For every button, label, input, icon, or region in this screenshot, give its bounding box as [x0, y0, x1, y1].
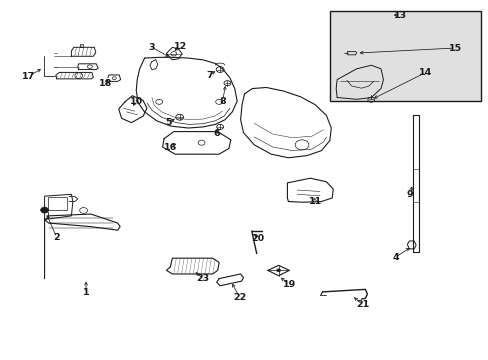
Text: 17: 17 — [22, 72, 36, 81]
Text: 10: 10 — [129, 96, 142, 105]
Text: 19: 19 — [282, 280, 295, 289]
Text: 1: 1 — [82, 288, 89, 297]
Text: 13: 13 — [393, 10, 407, 19]
Text: 5: 5 — [165, 118, 172, 127]
Text: 22: 22 — [232, 293, 246, 302]
Text: 23: 23 — [196, 274, 209, 283]
Text: 21: 21 — [355, 300, 368, 309]
Text: 12: 12 — [173, 42, 186, 51]
Text: 11: 11 — [308, 197, 321, 206]
Circle shape — [41, 207, 48, 213]
Bar — [47, 197, 67, 211]
Text: 14: 14 — [418, 68, 431, 77]
Text: 2: 2 — [53, 233, 60, 242]
Bar — [329, 12, 480, 101]
Text: 9: 9 — [406, 190, 413, 199]
Text: 6: 6 — [212, 129, 219, 138]
Text: 18: 18 — [99, 80, 112, 89]
Text: 15: 15 — [447, 44, 461, 53]
Text: 8: 8 — [219, 96, 225, 105]
Text: 3: 3 — [148, 43, 155, 52]
Text: 20: 20 — [251, 234, 264, 243]
Circle shape — [276, 269, 280, 272]
Text: 16: 16 — [163, 143, 177, 152]
Text: 4: 4 — [391, 253, 398, 262]
Text: 7: 7 — [205, 71, 212, 80]
